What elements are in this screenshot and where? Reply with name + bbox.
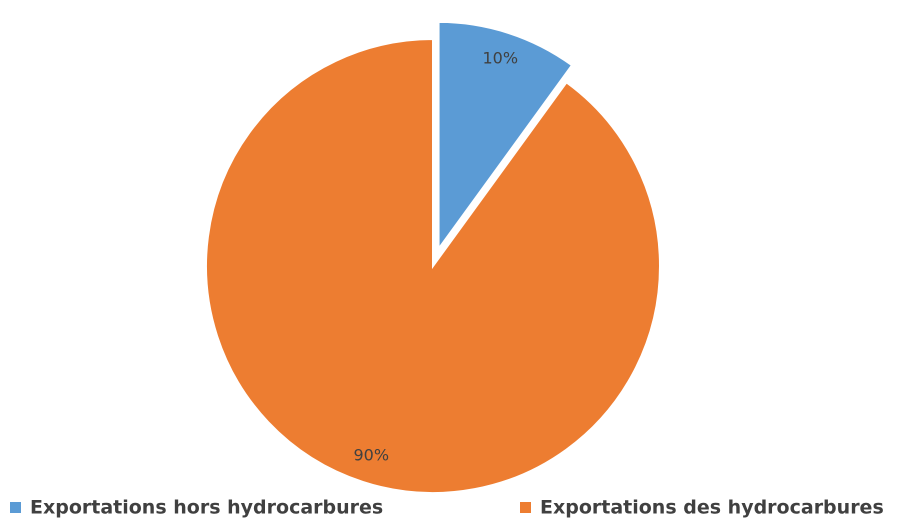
legend-label: Exportations des hydrocarbures (540, 497, 884, 519)
legend-label: Exportations hors hydrocarbures (30, 497, 383, 519)
data-label: 10% (483, 48, 519, 67)
data-label: 90% (353, 445, 389, 464)
legend-swatch (520, 502, 531, 513)
pie-slice (437, 20, 574, 252)
pie-slice (205, 37, 661, 494)
legend-swatch (10, 502, 21, 513)
